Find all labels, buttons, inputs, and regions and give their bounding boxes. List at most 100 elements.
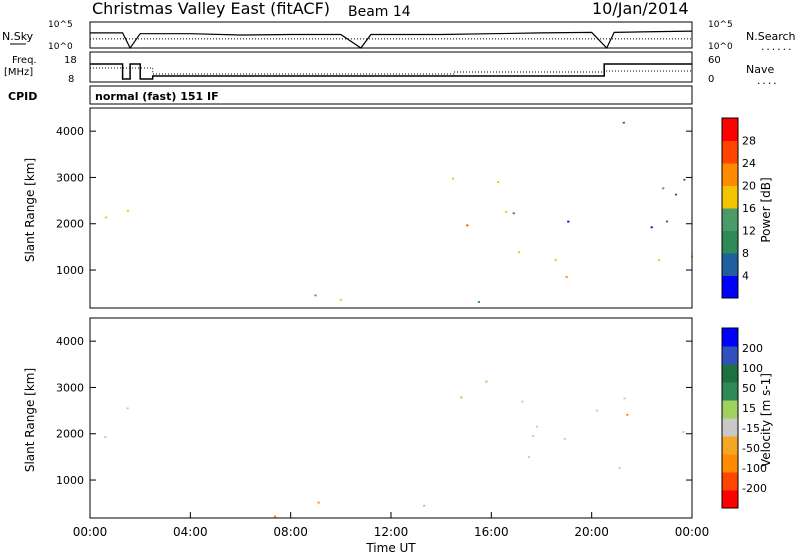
velocity-cell (423, 504, 426, 507)
velocity-cell (527, 456, 531, 458)
velocity-scatter-cells (104, 380, 685, 518)
velocity-y-axis-label: Slant Range [km] (23, 368, 37, 472)
nave-tick-bottom: 0 (708, 74, 714, 85)
time-x-ticks: 00:00 04:00 08:00 12:00 16:00 20:00 00:00 (73, 512, 709, 539)
velocity-panel: 1000 2000 3000 4000 Slant Range [km] 200 100… (23, 317, 773, 554)
colorbar-tick-label: -50 (742, 442, 760, 455)
velocity-colorbar-label: Velocity [m s-1] (759, 373, 773, 467)
colorbar-tick-label: 15 (742, 402, 756, 415)
velocity-cell (535, 425, 538, 428)
colorbar-swatch (722, 140, 738, 164)
velocity-colorbar: 200 100 50 15 -15 -50 -100 -200 (721, 327, 767, 509)
power-colorbar: 28 24 20 16 12 8 4 (721, 117, 756, 299)
y-tick-label: 3000 (56, 171, 84, 184)
colorbar-tick-label: 12 (742, 225, 756, 238)
colorbar-swatch (722, 364, 738, 383)
x-tick-label: 20:00 (574, 525, 609, 539)
nave-tick-top: 60 (708, 55, 721, 66)
cpid-label: CPID (8, 90, 37, 103)
colorbar-swatch (722, 490, 738, 509)
y-tick-label: 1000 (56, 474, 84, 487)
colorbar-swatch (722, 472, 738, 491)
power-cell (622, 121, 625, 124)
power-cell (517, 251, 521, 254)
date-label: 10/Jan/2014 (592, 0, 689, 18)
station-title: Christmas Valley East (fitACF) (92, 0, 330, 18)
colorbar-tick-label: -15 (742, 422, 760, 435)
colorbar-swatch (722, 118, 738, 141)
power-cell (554, 259, 557, 261)
colorbar-swatch (722, 208, 738, 231)
cpid-panel-frame (89, 85, 693, 105)
velocity-cell (274, 515, 277, 518)
freq-label-line1: Freq. (12, 55, 37, 66)
colorbar-swatch (722, 185, 738, 209)
power-cell (477, 301, 480, 303)
velocity-cell (485, 380, 488, 383)
power-y-ticks: 1000 2000 3000 4000 (56, 125, 692, 277)
frequency-panel: Freq. [MHz] 18 8 60 0 Nave .... (4, 51, 778, 87)
power-cell (505, 210, 508, 213)
frequency-panel-frame (89, 51, 693, 83)
power-cell (452, 177, 455, 180)
noise-left-tick-bottom: 10^0 (48, 42, 73, 52)
velocity-cell (563, 437, 566, 440)
cpid-program: normal (fast) 151 IF (95, 90, 219, 103)
nave-legend: .... (756, 77, 778, 87)
colorbar-tick-label: 20 (742, 180, 756, 193)
power-cell (662, 187, 665, 190)
colorbar-tick-label: -100 (742, 462, 767, 475)
power-panel-frame (89, 107, 693, 309)
nave-line (90, 67, 692, 75)
colorbar-tick-label: 16 (742, 202, 756, 215)
power-cell (339, 298, 342, 301)
power-cell (497, 181, 500, 183)
colorbar-frame (721, 327, 739, 509)
colorbar-swatch (722, 163, 738, 186)
velocity-cell (317, 501, 320, 504)
power-cell (314, 294, 317, 297)
freq-label-line2: [MHz] (4, 67, 33, 78)
noise-left-label: N.Sky (2, 30, 34, 43)
x-tick-label: 00:00 (73, 525, 108, 539)
power-y-axis-label: Slant Range [km] (23, 158, 37, 262)
colorbar-swatch (722, 454, 738, 473)
y-tick-label: 2000 (56, 218, 84, 231)
beam-label: Beam 14 (348, 4, 411, 20)
frequency-line (90, 63, 692, 80)
velocity-cell (126, 407, 129, 410)
cpid-panel: CPID normal (fast) 151 IF (8, 85, 693, 105)
noise-right-tick-top: 10^5 (708, 20, 733, 30)
colorbar-swatch (722, 418, 738, 437)
freq-tick-top: 18 (64, 55, 77, 66)
power-cell (683, 178, 686, 181)
y-tick-label: 4000 (56, 125, 84, 138)
power-cell (657, 259, 661, 262)
velocity-cell (623, 397, 626, 400)
colorbar-tick-label: 8 (742, 247, 749, 260)
colorbar-tick-label: 100 (742, 362, 763, 375)
velocity-cell (460, 396, 463, 399)
colorbar-swatch (722, 436, 738, 455)
velocity-cell (682, 431, 685, 433)
power-cell (104, 216, 108, 219)
colorbar-swatch (722, 400, 738, 419)
colorbar-tick-label: 4 (742, 270, 749, 283)
noise-panel-frame (89, 21, 693, 49)
colorbar-tick-label: 24 (742, 157, 756, 170)
colorbar-tick-label: 50 (742, 382, 756, 395)
nave-label: Nave (746, 63, 774, 76)
x-tick-label: 04:00 (173, 525, 208, 539)
power-panel: 1000 2000 3000 4000 Slant Range [km] 28 24 20… (23, 107, 773, 309)
power-cell (650, 226, 653, 229)
velocity-cell (531, 435, 535, 437)
noise-panel: N.Sky 10^5 10^0 10^5 10^0 N.Search .....… (2, 20, 796, 53)
velocity-panel-frame (89, 317, 693, 519)
colorbar-swatch (722, 382, 738, 401)
power-colorbar-label: Power [dB] (759, 177, 773, 242)
velocity-cell (521, 400, 524, 403)
velocity-cell (104, 436, 107, 438)
colorbar-tick-label: 200 (742, 342, 763, 355)
velocity-cell (596, 409, 599, 412)
velocity-cell (618, 467, 621, 469)
